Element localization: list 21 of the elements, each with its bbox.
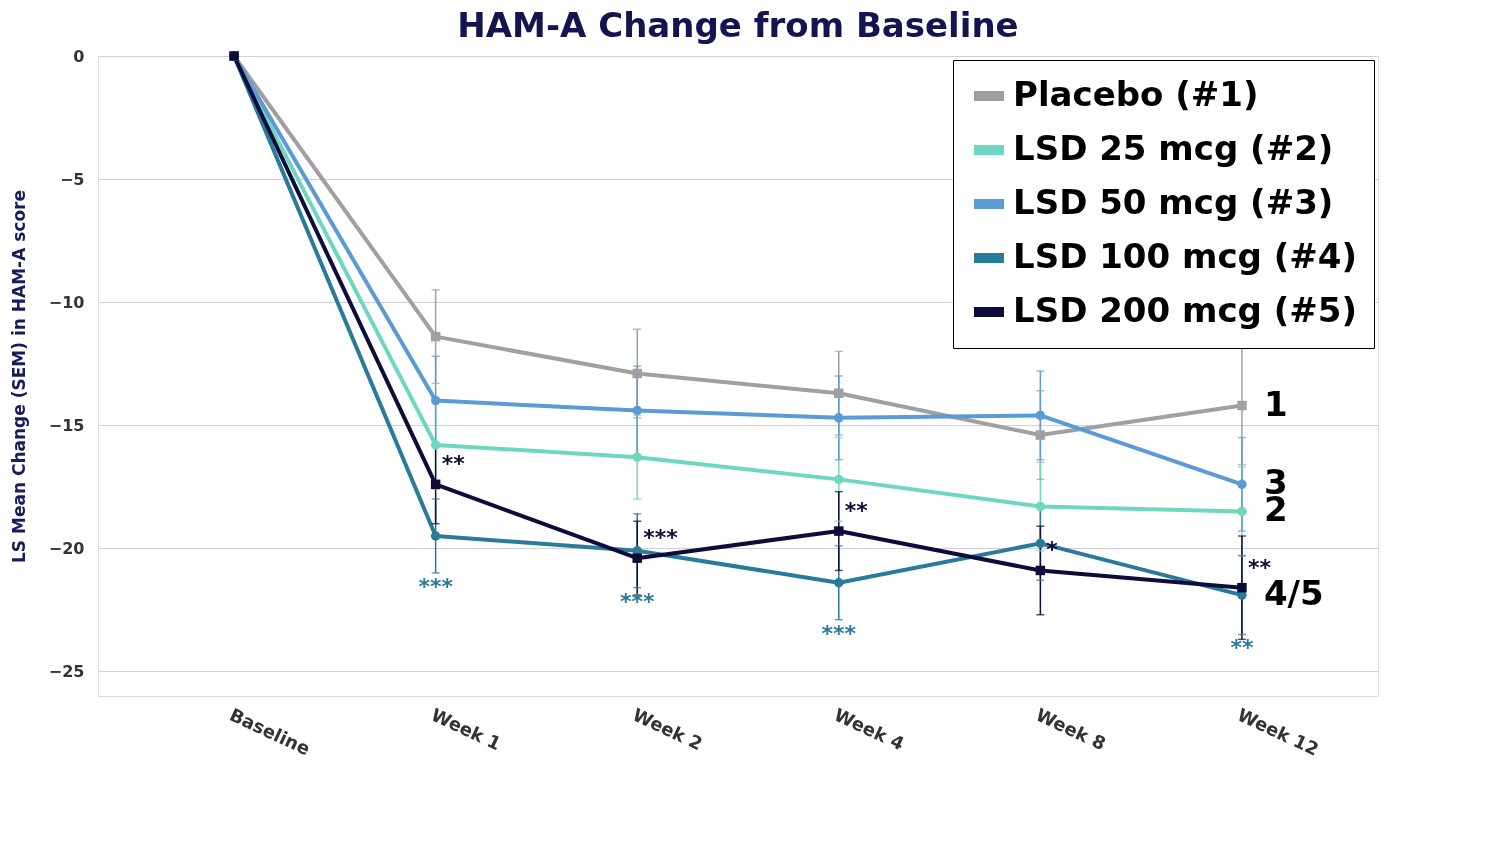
y-tick-label: −15 <box>48 415 85 435</box>
data-label: ** <box>441 451 466 477</box>
data-label: *** <box>619 588 655 614</box>
y-tick-label: −10 <box>48 292 85 312</box>
annotation: 1 <box>1263 383 1288 424</box>
y-tick-label: 0 <box>73 46 85 66</box>
y-tick-label: −5 <box>59 169 85 189</box>
chart-title: HAM-A Change from Baseline <box>457 5 1019 45</box>
legend-label: Placebo (#1) <box>1013 74 1259 114</box>
y-tick-label: −25 <box>48 661 85 681</box>
data-label: *** <box>643 525 679 551</box>
legend-label: LSD 100 mcg (#4) <box>1013 236 1358 276</box>
data-label: *** <box>821 620 857 646</box>
data-label: ** <box>844 498 869 524</box>
y-axis-title: LS Mean Change (SEM) in HAM-A score <box>8 189 29 564</box>
data-label: *** <box>418 573 454 599</box>
y-tick-label: −20 <box>48 538 85 558</box>
legend-label: LSD 200 mcg (#5) <box>1013 290 1358 330</box>
legend-label: LSD 50 mcg (#3) <box>1013 182 1334 222</box>
data-label: ** <box>1230 635 1254 661</box>
legend-label: LSD 25 mcg (#2) <box>1013 128 1334 168</box>
